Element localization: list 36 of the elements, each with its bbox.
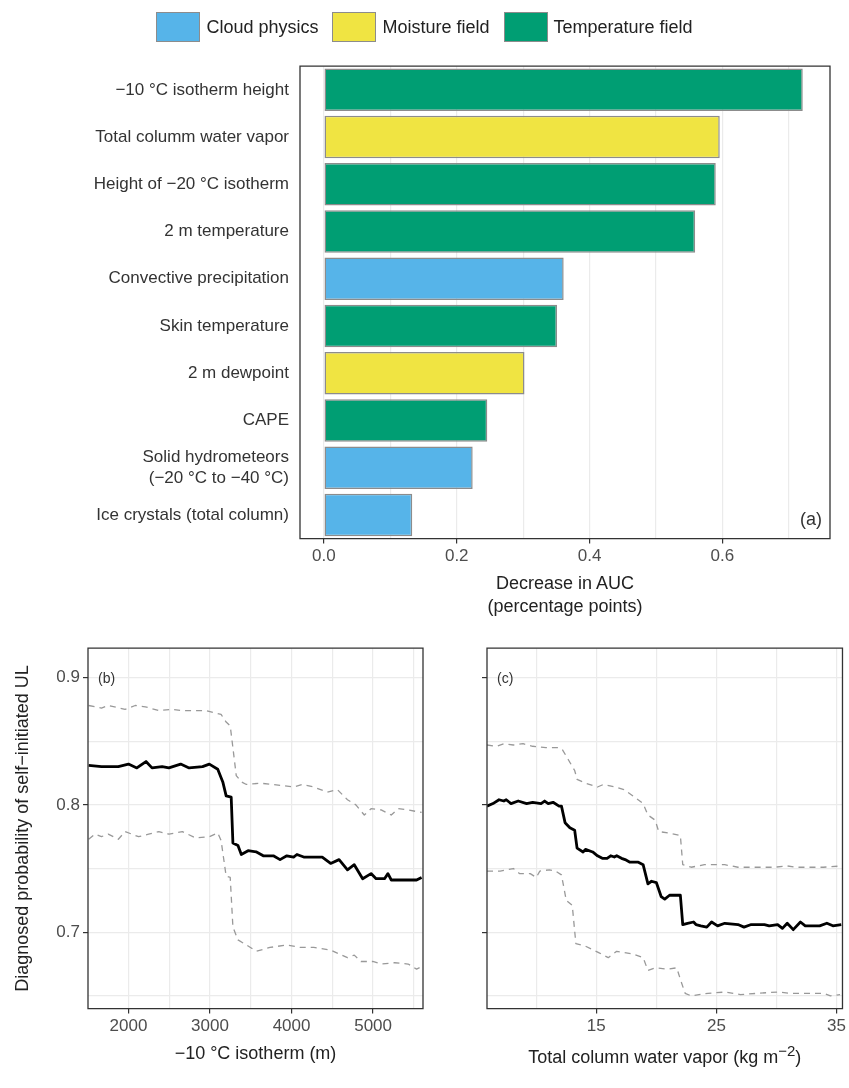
x-tick-label: 0.0 (312, 546, 336, 566)
x-tick-label: 0.2 (444, 546, 469, 566)
y-tick-label: CAPE (242, 410, 289, 430)
y-tick-label: Total columm water vapor (95, 126, 290, 146)
x-tick-label: 3000 (191, 1016, 229, 1036)
legend-label: Moisture field (382, 16, 490, 38)
y-tick-label: Skin temperature (159, 315, 289, 335)
x-tick-label: 35 (827, 1016, 846, 1036)
x-tick-label: 15 (586, 1016, 606, 1036)
annotation: (c) (497, 670, 514, 687)
y-tick-label: Convective precipitation (108, 268, 289, 288)
line-series (88, 830, 423, 970)
y-tick-label: Height of −20 °C isotherm (93, 173, 289, 193)
x-tick-label: 25 (706, 1016, 726, 1036)
y-tick-label: Solid hydrometeors (−20 °C to −40 °C) (142, 447, 289, 487)
x-tick-label: 2000 (109, 1016, 148, 1036)
legend-label: Cloud physics (206, 16, 319, 38)
annotation: (b) (98, 670, 116, 687)
x-axis-title: Decrease in AUC (percentage points) (486, 572, 644, 617)
legend-label: Temperature field (553, 16, 693, 38)
y-tick-label: 2 m dewpoint (187, 362, 290, 382)
x-axis-title: Total column water vapor (kg m$^{−2}$) (527, 1042, 803, 1069)
y-axis-title: Diagnosed probability of self−initiated UL (11, 665, 33, 992)
x-tick-label: 4000 (272, 1016, 311, 1036)
x-tick-label: 0.6 (710, 546, 735, 566)
line-series (88, 704, 423, 816)
y-tick-label: 2 m temperature (164, 221, 289, 241)
y-tick-label: Ice crystals (total column) (96, 504, 289, 524)
annotation: (a) (800, 508, 822, 529)
y-tick-label: −10 °C isotherm height (115, 79, 290, 99)
x-axis-title: −10 °C isotherm (m) (173, 1042, 338, 1065)
x-tick-label: 0.4 (577, 546, 602, 566)
y-tick-label: 0.9 (56, 667, 80, 687)
y-tick-label: 0.8 (56, 794, 80, 814)
x-tick-label: 5000 (354, 1016, 393, 1036)
y-tick-label: 0.7 (56, 921, 80, 941)
